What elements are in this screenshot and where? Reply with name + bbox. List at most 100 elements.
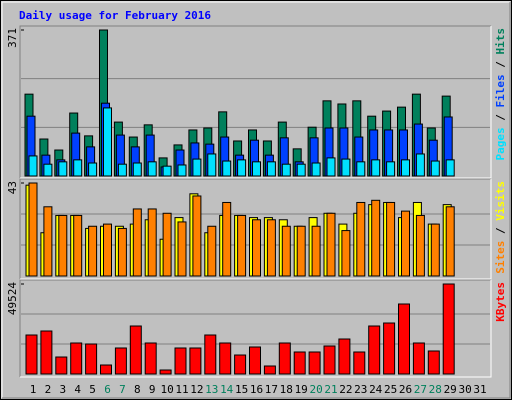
bar	[326, 212, 336, 277]
bar	[43, 206, 53, 277]
bar	[415, 153, 425, 177]
x-tick-label: 24	[369, 383, 383, 396]
legend-separator	[494, 108, 507, 115]
bar	[28, 182, 38, 277]
bar	[219, 342, 232, 375]
bar	[249, 346, 261, 375]
x-tick-label: 13	[205, 383, 218, 396]
bar	[311, 225, 321, 277]
bar	[114, 347, 127, 375]
bar	[117, 163, 127, 177]
bar	[263, 365, 276, 375]
bar	[234, 354, 247, 375]
bar	[412, 342, 425, 375]
bar	[162, 165, 172, 177]
x-tick-label: 9	[149, 383, 156, 396]
bar	[237, 214, 247, 277]
x-tick-label: 18	[280, 383, 293, 396]
x-tick-label: 11	[175, 383, 188, 396]
x-tick-label: 21	[324, 383, 337, 396]
legend-entry: Sites	[494, 241, 507, 274]
bar	[147, 208, 157, 277]
bar	[401, 159, 410, 177]
panel-bevel	[19, 279, 491, 377]
bar	[383, 322, 396, 375]
x-tick-label: 22	[339, 383, 352, 396]
bar	[58, 214, 68, 277]
bar	[266, 161, 276, 177]
bar	[28, 155, 38, 177]
legend-separator	[494, 55, 507, 62]
bar	[100, 364, 112, 375]
x-tick-label: 12	[190, 383, 203, 396]
bar	[371, 159, 381, 177]
bar	[73, 214, 83, 277]
bar	[293, 351, 306, 375]
bar	[415, 214, 425, 277]
bar	[401, 210, 410, 277]
bar	[398, 303, 410, 375]
bar	[88, 225, 98, 277]
legend: KBytes	[494, 282, 507, 322]
x-tick-label: 15	[235, 383, 248, 396]
bar	[189, 347, 202, 375]
legend-separator	[494, 68, 507, 75]
legend-entry: Visits	[494, 181, 507, 221]
x-tick-label: 17	[265, 383, 278, 396]
bar	[117, 227, 127, 277]
bar	[281, 163, 291, 177]
x-tick-label: 3	[59, 383, 66, 396]
bar	[174, 347, 187, 375]
legend: Pages / Files / Hits	[494, 28, 507, 161]
bar	[207, 225, 217, 277]
x-tick-label: 27	[414, 383, 427, 396]
bar	[55, 356, 68, 375]
bar	[204, 334, 217, 375]
bar	[442, 283, 455, 375]
x-tick-label: 5	[89, 383, 96, 396]
x-tick-label: 23	[354, 383, 367, 396]
legend-separator: /	[494, 61, 507, 68]
bar	[252, 161, 261, 177]
legend: Sites / Visits	[494, 181, 507, 274]
bar	[58, 161, 68, 177]
bar	[445, 206, 455, 277]
x-tick-label: 25	[384, 383, 397, 396]
bar	[278, 342, 291, 375]
bar	[103, 107, 112, 177]
bar	[296, 225, 306, 277]
bar	[207, 153, 217, 177]
bar	[430, 160, 440, 177]
x-tick-label: 10	[160, 383, 173, 396]
bar	[311, 162, 321, 177]
y-tick-label: 49524	[6, 282, 19, 315]
bar	[177, 164, 187, 177]
bar	[266, 219, 276, 277]
legend-separator	[494, 234, 507, 241]
x-tick-label: 29	[444, 383, 457, 396]
bar	[356, 161, 366, 177]
x-tick-label: 4	[74, 383, 81, 396]
x-tick-label: 2	[45, 383, 52, 396]
x-tick-label: 8	[134, 383, 141, 396]
legend-entry: Pages	[494, 127, 507, 160]
bar	[323, 345, 336, 375]
chart-title: Daily usage for February 2016	[19, 9, 211, 22]
bar	[427, 350, 440, 375]
bar	[386, 201, 396, 277]
x-tick-label: 19	[295, 383, 308, 396]
legend-separator	[494, 221, 507, 228]
bar	[222, 201, 232, 277]
bar	[43, 163, 53, 177]
bar	[132, 162, 142, 177]
x-tick-label: 1	[30, 383, 37, 396]
bar	[40, 330, 53, 375]
bar	[445, 159, 455, 177]
bar	[159, 369, 172, 375]
x-tick-label: 14	[220, 383, 234, 396]
bar	[132, 208, 142, 277]
bar	[88, 162, 98, 177]
bar	[147, 161, 157, 177]
